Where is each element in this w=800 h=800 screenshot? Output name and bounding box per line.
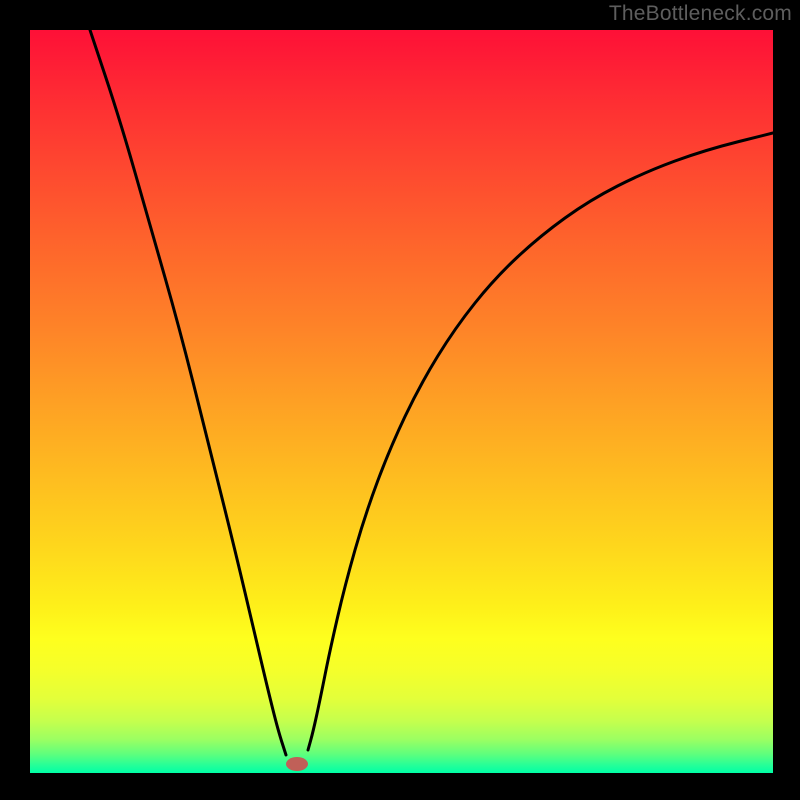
- minimum-marker: [286, 757, 308, 771]
- plot-background: [30, 30, 773, 773]
- chart-container: [30, 30, 773, 773]
- watermark-text: TheBottleneck.com: [609, 2, 792, 26]
- chart-svg: [30, 30, 773, 773]
